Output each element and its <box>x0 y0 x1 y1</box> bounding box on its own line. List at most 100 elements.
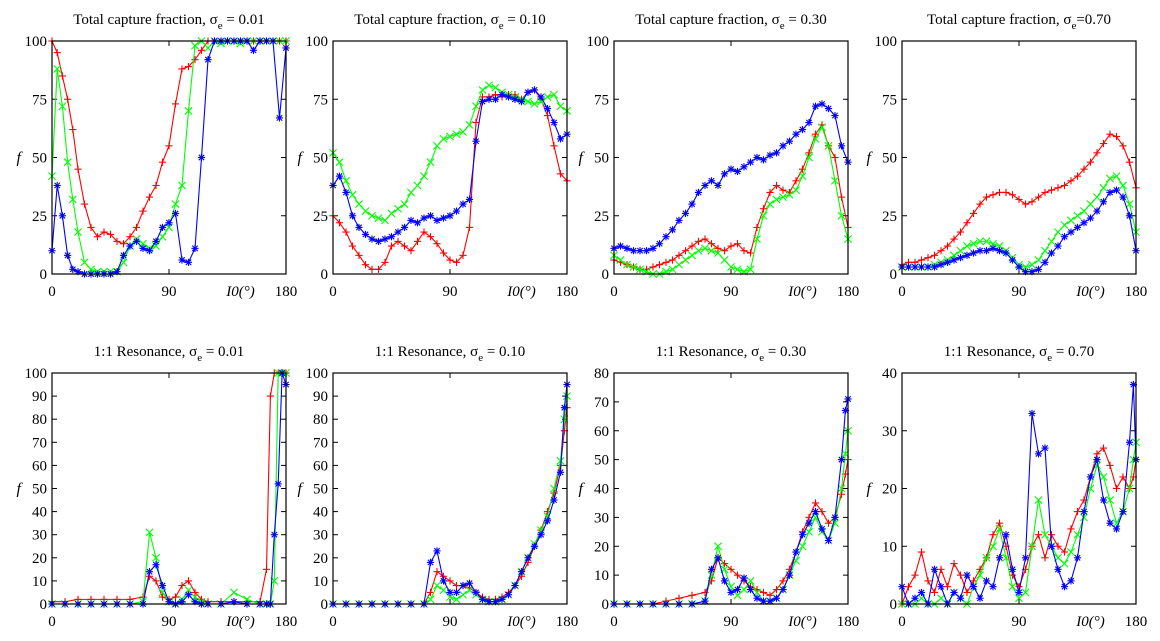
data-point <box>413 219 422 227</box>
data-point <box>1041 246 1049 255</box>
data-point <box>472 588 480 597</box>
data-point <box>426 558 435 567</box>
data-point <box>1106 188 1114 197</box>
data-point <box>550 496 558 504</box>
data-point <box>524 554 532 562</box>
chart-title: Total capture fraction, σe=0.70 <box>927 12 1111 32</box>
data-point <box>995 247 1004 255</box>
y-tick-label: 25 <box>882 209 897 225</box>
data-point <box>759 211 768 220</box>
x-tick-label: 0 <box>48 614 56 630</box>
data-point <box>485 95 493 103</box>
plot-frame <box>51 372 287 605</box>
data-point <box>204 44 212 52</box>
data-point <box>145 247 154 255</box>
data-point <box>798 531 807 539</box>
data-point <box>969 239 978 248</box>
chart-title-main: Total capture fraction, σ <box>927 12 1071 28</box>
data-point <box>478 595 487 603</box>
data-point <box>1086 473 1095 481</box>
data-point <box>1112 525 1121 533</box>
data-point <box>831 111 839 120</box>
y-tick-label: 10 <box>594 568 609 584</box>
data-point <box>714 542 722 551</box>
data-point <box>753 153 761 162</box>
data-point <box>171 593 180 601</box>
data-point <box>530 86 539 94</box>
data-point <box>178 181 186 190</box>
data-point <box>407 216 415 225</box>
data-point <box>976 247 984 255</box>
data-point <box>64 251 72 259</box>
data-point <box>805 519 813 527</box>
data-point <box>1119 193 1127 201</box>
data-point <box>662 233 670 241</box>
data-point <box>720 559 729 568</box>
data-point <box>792 556 800 565</box>
data-point <box>465 579 474 587</box>
data-point <box>701 181 709 190</box>
x-tick-label: 90 <box>443 284 458 300</box>
x-tick-label: 90 <box>1012 284 1027 300</box>
data-point <box>707 246 716 255</box>
data-point <box>720 170 729 178</box>
data-point <box>805 527 813 536</box>
series-line-2 <box>51 40 286 273</box>
chart-title-tail: = 0.10 <box>483 344 525 360</box>
data-point <box>616 242 625 250</box>
data-point <box>668 265 677 274</box>
data-point <box>152 553 160 562</box>
y-tick-label: 20 <box>882 482 897 498</box>
data-point <box>478 85 487 94</box>
data-point <box>740 163 748 171</box>
data-point <box>1093 193 1101 202</box>
data-point <box>753 235 761 244</box>
y-tick-label: 100 <box>306 34 329 50</box>
y-tick-label: 0 <box>890 267 898 283</box>
data-point <box>616 256 625 265</box>
data-point <box>400 223 409 231</box>
data-point <box>989 542 997 551</box>
data-point <box>1021 588 1030 597</box>
x-axis-label: I0(°) <box>225 614 254 630</box>
data-point <box>517 97 526 106</box>
data-point <box>433 216 441 225</box>
data-point <box>93 233 102 241</box>
data-point <box>537 531 545 539</box>
data-point <box>694 237 703 245</box>
chart-title-tail: = 0.30 <box>764 344 806 360</box>
data-point <box>459 251 467 259</box>
data-point <box>74 165 82 173</box>
y-tick-label: 60 <box>313 458 328 474</box>
data-point <box>394 228 402 236</box>
data-point <box>361 261 370 269</box>
data-point <box>924 263 932 271</box>
data-point <box>53 181 61 190</box>
data-point <box>361 207 370 216</box>
data-point <box>1106 130 1114 138</box>
data-point <box>381 216 389 225</box>
chart-title-subscript: e <box>759 352 764 364</box>
data-point <box>1047 186 1056 194</box>
data-point <box>943 583 952 591</box>
x-tick-label: 180 <box>837 614 860 630</box>
data-point <box>165 219 173 227</box>
data-point <box>1067 216 1075 225</box>
data-point <box>511 581 519 590</box>
x-axis-label-text: I0(°) <box>787 284 816 300</box>
data-point <box>924 577 932 585</box>
y-tick-label: 25 <box>32 209 47 225</box>
y-tick-label: 40 <box>594 482 609 498</box>
data-point <box>714 181 722 190</box>
data-point <box>152 577 160 585</box>
data-point <box>733 585 742 594</box>
data-point <box>675 260 683 269</box>
series-line-2 <box>614 430 849 605</box>
data-point <box>649 244 657 252</box>
chart-title: 1:1 Resonance, σe = 0.10 <box>375 344 526 364</box>
data-point <box>694 188 703 197</box>
data-point <box>1093 461 1101 470</box>
data-point <box>197 153 206 162</box>
data-point <box>1021 554 1030 562</box>
data-point <box>766 200 774 209</box>
